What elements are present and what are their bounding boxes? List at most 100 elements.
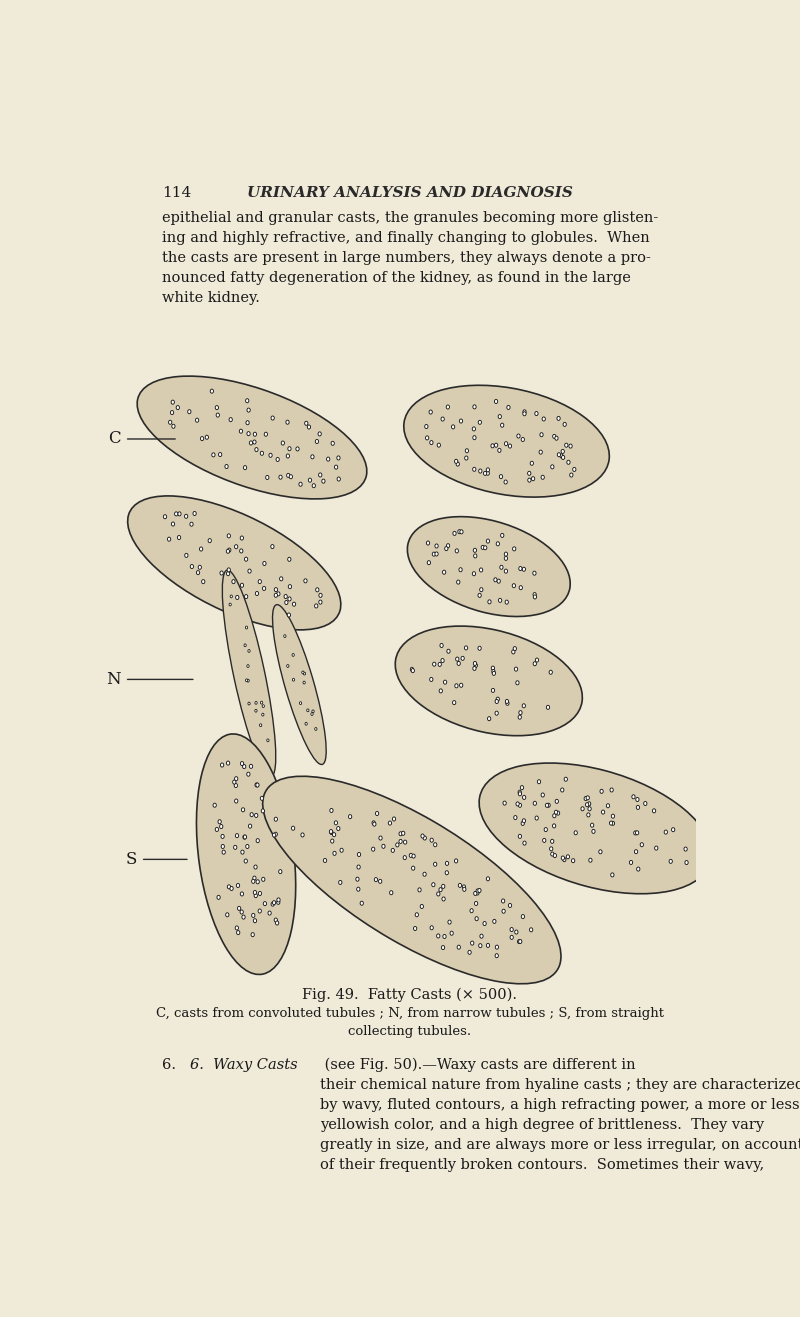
Ellipse shape: [216, 414, 219, 417]
Ellipse shape: [504, 479, 507, 485]
Ellipse shape: [254, 919, 257, 923]
Ellipse shape: [479, 763, 711, 894]
Ellipse shape: [429, 410, 432, 414]
Ellipse shape: [238, 906, 241, 910]
Ellipse shape: [407, 516, 570, 616]
Ellipse shape: [215, 406, 218, 410]
Ellipse shape: [277, 901, 280, 905]
Ellipse shape: [372, 820, 375, 824]
Ellipse shape: [446, 406, 450, 410]
Ellipse shape: [514, 668, 518, 672]
Ellipse shape: [247, 432, 250, 436]
Ellipse shape: [174, 512, 178, 516]
Ellipse shape: [486, 471, 490, 475]
Ellipse shape: [458, 529, 461, 533]
Ellipse shape: [498, 448, 501, 452]
Ellipse shape: [440, 644, 443, 648]
Ellipse shape: [581, 807, 584, 811]
Ellipse shape: [664, 830, 667, 834]
Ellipse shape: [310, 454, 314, 458]
Ellipse shape: [635, 831, 638, 835]
Ellipse shape: [584, 797, 587, 801]
Ellipse shape: [172, 424, 175, 428]
Ellipse shape: [450, 931, 454, 935]
Ellipse shape: [495, 954, 498, 957]
Ellipse shape: [137, 377, 367, 499]
Ellipse shape: [358, 852, 361, 856]
Ellipse shape: [504, 569, 507, 573]
Ellipse shape: [246, 844, 249, 848]
Ellipse shape: [334, 820, 338, 824]
Ellipse shape: [557, 416, 560, 420]
Ellipse shape: [522, 795, 526, 799]
Ellipse shape: [478, 594, 482, 598]
Ellipse shape: [534, 801, 537, 805]
Ellipse shape: [338, 880, 342, 885]
Ellipse shape: [513, 647, 517, 651]
Ellipse shape: [274, 918, 278, 922]
Ellipse shape: [229, 603, 231, 606]
Ellipse shape: [260, 797, 263, 801]
Ellipse shape: [230, 886, 233, 890]
Ellipse shape: [562, 857, 566, 861]
Ellipse shape: [510, 935, 514, 939]
Ellipse shape: [574, 831, 578, 835]
Ellipse shape: [411, 669, 414, 673]
Ellipse shape: [476, 889, 479, 893]
Ellipse shape: [382, 844, 385, 848]
Ellipse shape: [553, 435, 556, 439]
Ellipse shape: [533, 593, 536, 597]
Ellipse shape: [518, 790, 522, 794]
Ellipse shape: [454, 684, 458, 687]
Ellipse shape: [262, 776, 561, 984]
Ellipse shape: [247, 408, 250, 412]
Ellipse shape: [375, 811, 378, 815]
Ellipse shape: [308, 478, 312, 482]
Ellipse shape: [492, 669, 495, 673]
Ellipse shape: [318, 432, 322, 436]
Ellipse shape: [437, 892, 440, 896]
Ellipse shape: [412, 853, 415, 859]
Ellipse shape: [225, 465, 228, 469]
Ellipse shape: [287, 612, 290, 618]
Ellipse shape: [374, 877, 378, 881]
Ellipse shape: [445, 547, 448, 551]
Ellipse shape: [542, 417, 546, 421]
Ellipse shape: [462, 885, 466, 889]
Ellipse shape: [443, 680, 446, 685]
Ellipse shape: [240, 583, 243, 587]
Ellipse shape: [232, 579, 235, 583]
Ellipse shape: [494, 399, 498, 403]
Ellipse shape: [586, 813, 590, 817]
Ellipse shape: [531, 477, 534, 481]
Ellipse shape: [202, 579, 205, 583]
Ellipse shape: [299, 702, 302, 705]
Ellipse shape: [438, 662, 442, 666]
Ellipse shape: [263, 561, 266, 565]
Ellipse shape: [260, 452, 263, 456]
Ellipse shape: [388, 820, 391, 824]
Ellipse shape: [241, 761, 244, 765]
Ellipse shape: [234, 777, 238, 781]
Ellipse shape: [669, 859, 672, 864]
Ellipse shape: [253, 876, 256, 880]
Ellipse shape: [637, 867, 640, 871]
Ellipse shape: [458, 884, 462, 888]
Ellipse shape: [270, 544, 274, 549]
Ellipse shape: [128, 497, 341, 630]
Ellipse shape: [323, 859, 326, 863]
Ellipse shape: [505, 441, 508, 445]
Ellipse shape: [333, 851, 336, 855]
Ellipse shape: [240, 549, 243, 553]
Ellipse shape: [550, 465, 554, 469]
Ellipse shape: [227, 533, 230, 537]
Ellipse shape: [550, 839, 554, 843]
Ellipse shape: [570, 473, 573, 477]
Ellipse shape: [291, 826, 294, 830]
Ellipse shape: [518, 939, 521, 943]
Ellipse shape: [271, 902, 274, 906]
Ellipse shape: [502, 900, 505, 903]
Ellipse shape: [478, 889, 481, 893]
Ellipse shape: [426, 436, 429, 440]
Ellipse shape: [590, 823, 594, 827]
